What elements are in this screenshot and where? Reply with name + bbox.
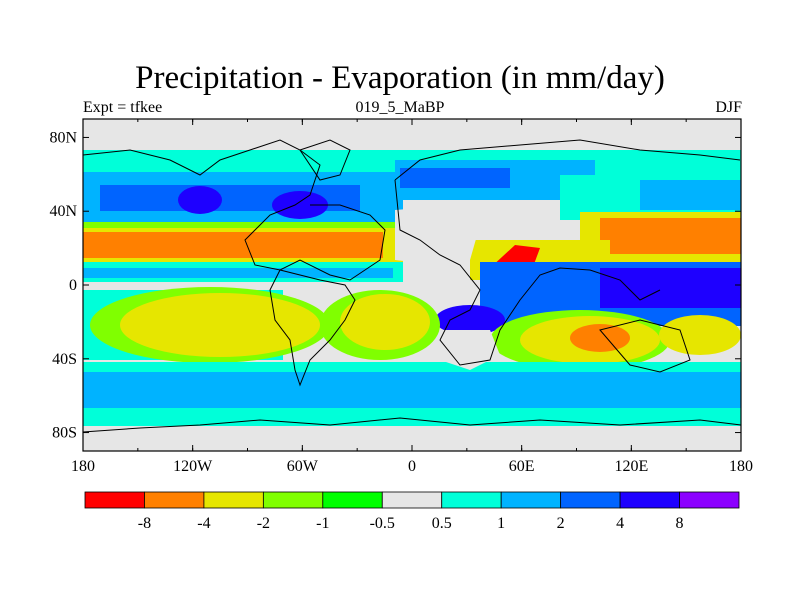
x-tick-label: 60W xyxy=(287,458,319,475)
legend-swatch xyxy=(144,491,205,509)
legend-label: 1 xyxy=(497,515,505,532)
x-tick-label: 120W xyxy=(173,458,213,475)
colorbar-legend: -8 -4 -2 -1 -0.5 0.5 1 2 4 8 xyxy=(84,491,740,532)
field-band-north-pacific-east-blue xyxy=(640,180,741,210)
y-tick-label: 80S xyxy=(52,425,77,442)
field-band-north-subtropic-orange xyxy=(83,232,383,258)
field-spot-atlantic-indigo xyxy=(272,191,328,219)
legend-swatch xyxy=(500,491,562,509)
field-patch-south-pacific-yellow xyxy=(120,293,320,357)
period-label: 019_5_MaBP xyxy=(355,99,445,116)
legend-swatch xyxy=(322,491,383,509)
y-tick-label: 0 xyxy=(69,277,77,294)
field-band-indopacific-indigo xyxy=(600,268,741,308)
legend-label: -2 xyxy=(257,515,270,532)
x-tick-label: 60E xyxy=(509,458,535,475)
legend-swatch xyxy=(560,491,621,509)
legend-swatch xyxy=(262,491,324,509)
coast-eurasia-africa xyxy=(394,139,741,366)
coast-antarctica xyxy=(82,417,742,433)
coast-south-america xyxy=(269,269,356,387)
field-band-south-storm-blue xyxy=(83,372,741,408)
legend-label: -1 xyxy=(316,515,329,532)
coast-north-america xyxy=(82,139,386,281)
legend-label: -0.5 xyxy=(370,515,395,532)
legend-label: 4 xyxy=(616,515,624,532)
legend-swatch xyxy=(381,491,443,509)
field-layer xyxy=(83,119,741,451)
legend-swatch xyxy=(203,491,264,509)
legend-swatch xyxy=(619,491,680,509)
field-spot-pacific-indigo xyxy=(178,186,222,214)
coast-greenland xyxy=(299,139,351,181)
legend-swatch xyxy=(441,491,502,509)
legend-label: 0.5 xyxy=(432,515,452,532)
map-title: Precipitation - Evaporation (in mm/day) xyxy=(135,60,665,96)
x-axis: 180 120W 60W 0 60E 120E 180 xyxy=(71,119,753,475)
coast-australia xyxy=(599,319,691,373)
x-tick-label: 180 xyxy=(71,458,95,475)
field-band-equator-blue xyxy=(83,268,393,278)
field-patch-south-atlantic-yellow xyxy=(340,294,430,350)
field-patch-south-pacific-west-yellow xyxy=(659,315,741,355)
legend-label: 2 xyxy=(557,515,565,532)
y-tick-label: 40N xyxy=(49,203,77,220)
field-land-southern-africa xyxy=(440,330,500,370)
legend-label: 8 xyxy=(676,515,684,532)
legend-label: -4 xyxy=(197,515,210,532)
legend-swatch xyxy=(84,491,145,509)
field-land-northeast-africa-asia xyxy=(395,205,480,265)
y-tick-label: 40S xyxy=(52,351,77,368)
x-tick-label: 180 xyxy=(729,458,753,475)
legend-label: -8 xyxy=(138,515,151,532)
experiment-label: Expt = tfkee xyxy=(83,99,163,116)
field-patch-south-indian-orange xyxy=(570,324,630,352)
field-spot-africa-indigo xyxy=(435,305,505,335)
coastline-layer xyxy=(82,139,742,433)
x-tick-label: 120E xyxy=(614,458,648,475)
season-label: DJF xyxy=(715,99,742,116)
y-tick-label: 80N xyxy=(49,129,77,146)
field-band-east-subtropic-orange xyxy=(600,218,741,254)
legend-swatch xyxy=(679,491,740,509)
x-tick-label: 0 xyxy=(408,458,416,475)
field-band-eurasia-darkblue xyxy=(400,168,510,188)
y-axis: 80N 40N 0 40S 80S xyxy=(49,129,741,442)
